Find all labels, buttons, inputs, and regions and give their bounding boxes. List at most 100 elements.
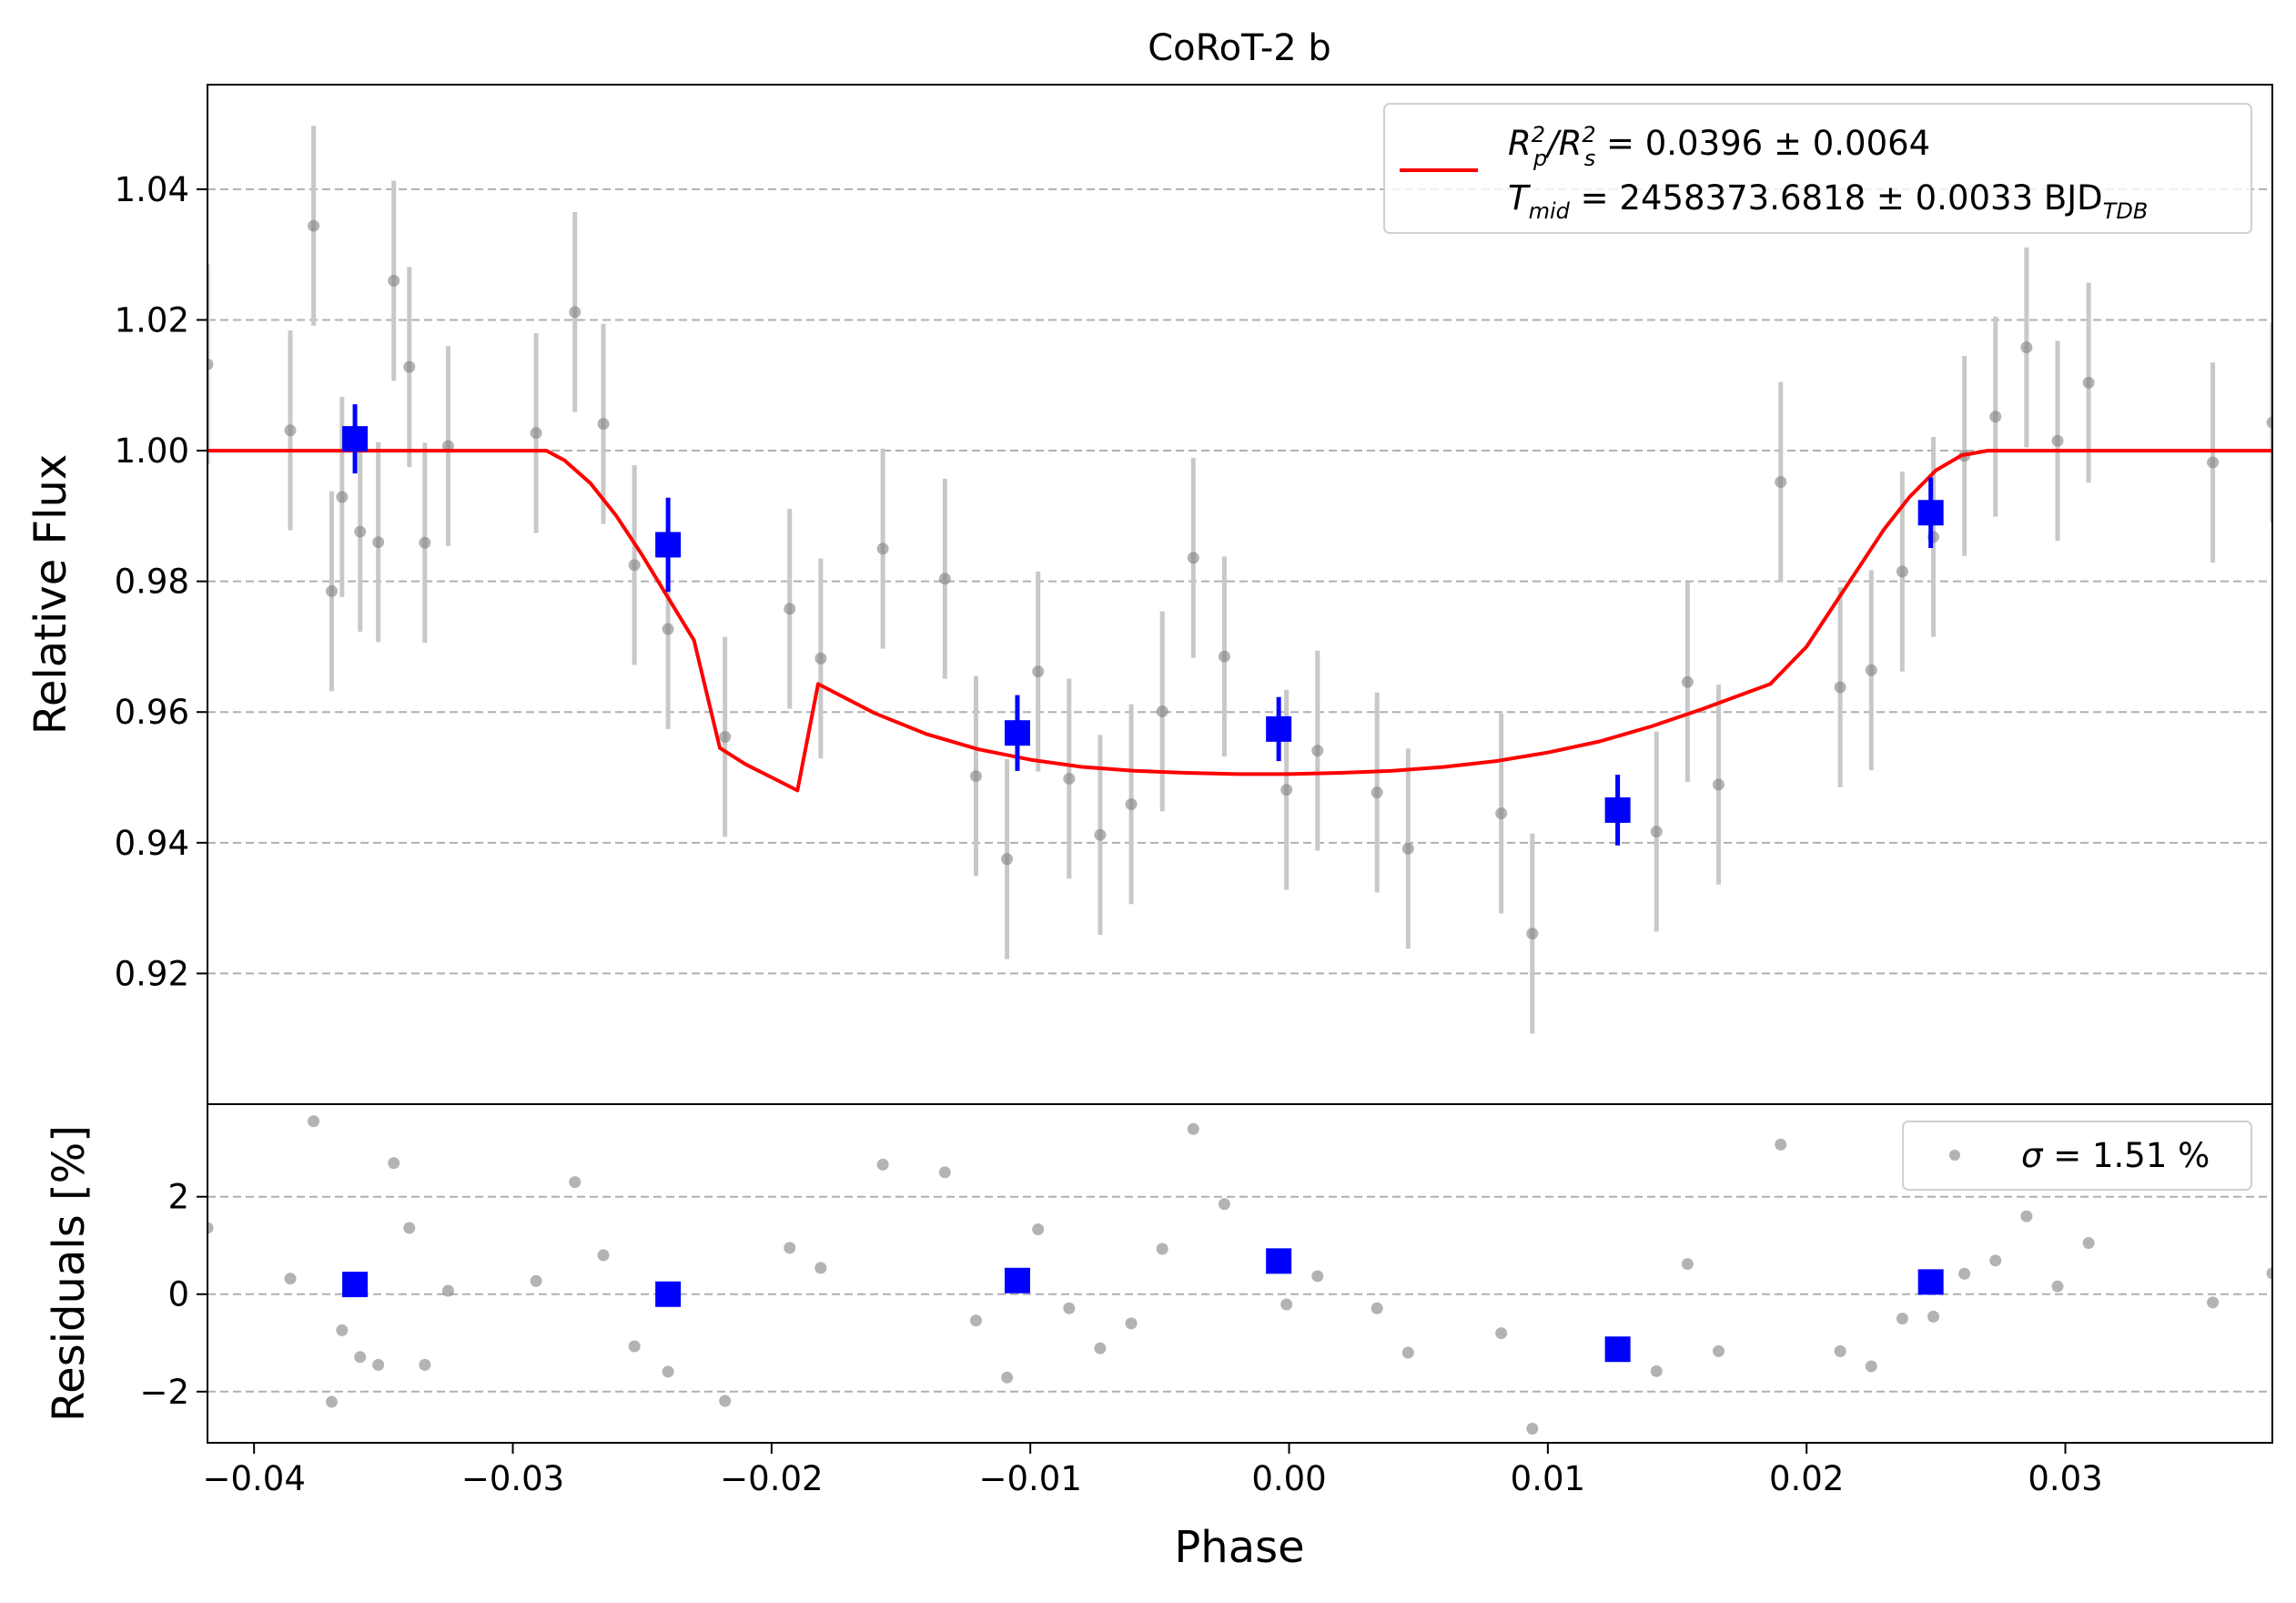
residual-point xyxy=(336,1324,348,1336)
flux-data-point xyxy=(1219,651,1230,663)
residuals-panel: −202 −0.04 −0.03 −0.02 −0.01 0.00 0.01 0.02 0.0… xyxy=(44,1104,2279,1573)
residuals-y-tick-label: 2 xyxy=(167,1178,189,1217)
residual-point xyxy=(1958,1268,1970,1280)
residuals-legend: σ = 1.51 % xyxy=(1903,1121,2251,1190)
residuals-y-tick-label: 0 xyxy=(167,1275,189,1314)
residual-point xyxy=(1126,1317,1138,1329)
residual-point xyxy=(284,1273,296,1284)
flux-data-point xyxy=(1775,476,1786,488)
flux-data-point xyxy=(1063,773,1075,785)
residual-point xyxy=(1219,1198,1230,1210)
legend-sigma: σ = 1.51 % xyxy=(2021,1136,2210,1175)
residual-point xyxy=(2207,1296,2219,1308)
residual-point xyxy=(354,1351,366,1363)
residual-binned-point xyxy=(342,1272,368,1297)
flux-data-point xyxy=(284,424,296,436)
residual-point xyxy=(1775,1139,1786,1151)
residual-point xyxy=(1094,1343,1106,1354)
flux-gridlines xyxy=(207,189,2272,974)
residual-point xyxy=(1280,1298,1292,1310)
phase-x-tick-label: −0.03 xyxy=(461,1459,564,1498)
residual-point xyxy=(877,1159,889,1171)
flux-binned-point xyxy=(1605,797,1631,823)
residual-point xyxy=(1896,1313,1908,1324)
flux-y-tick-label: 0.94 xyxy=(115,824,189,863)
residual-point xyxy=(419,1359,430,1371)
residual-point xyxy=(939,1166,951,1178)
flux-binned-point xyxy=(1266,716,1291,742)
residual-point xyxy=(663,1365,674,1377)
residual-point xyxy=(308,1115,319,1127)
residual-point xyxy=(442,1285,454,1297)
flux-data-point xyxy=(719,731,731,743)
flux-y-tick-label: 0.92 xyxy=(115,954,189,993)
residual-point xyxy=(2083,1237,2095,1249)
flux-data-point xyxy=(1402,843,1414,855)
residual-point xyxy=(1188,1123,1199,1135)
residual-point xyxy=(719,1395,731,1406)
residual-point xyxy=(1311,1270,1323,1282)
residual-point xyxy=(1001,1372,1013,1384)
flux-data-point xyxy=(939,573,951,584)
residuals-y-axis-label: Residuals [%] xyxy=(44,1125,95,1422)
flux-data-point xyxy=(629,559,641,571)
residual-point xyxy=(1157,1243,1168,1254)
flux-data-point xyxy=(1280,784,1292,796)
phase-x-tick-label: −0.04 xyxy=(202,1459,305,1498)
flux-binned-point xyxy=(1005,720,1030,746)
residual-point xyxy=(1866,1360,1877,1372)
flux-data-point xyxy=(598,418,610,430)
phase-x-tick-label: 0.02 xyxy=(1769,1459,1844,1498)
flux-y-tick-label: 0.98 xyxy=(115,563,189,602)
flux-data-point xyxy=(1188,552,1199,563)
flux-data-point xyxy=(403,361,415,373)
flux-data-point xyxy=(1682,676,1694,688)
residual-point xyxy=(1495,1327,1507,1339)
residual-point xyxy=(531,1275,542,1287)
flux-data-point xyxy=(308,220,319,232)
flux-data-point xyxy=(1835,681,1846,693)
residual-point xyxy=(629,1341,641,1353)
flux-data-point xyxy=(877,543,889,554)
flux-data-point xyxy=(2052,435,2064,447)
flux-y-tick-label: 1.02 xyxy=(115,300,189,340)
residual-point xyxy=(2020,1211,2032,1223)
residual-binned-point xyxy=(1605,1336,1631,1362)
legend-residual-marker xyxy=(1949,1150,1960,1161)
residuals-y-ticks: −202 xyxy=(139,1178,207,1412)
flux-data-point xyxy=(1651,826,1663,837)
residual-point xyxy=(1063,1303,1075,1314)
flux-data-point xyxy=(814,653,826,665)
flux-data-point xyxy=(1989,411,2001,422)
residual-point xyxy=(1526,1423,1538,1435)
flux-data-point xyxy=(1157,705,1168,717)
residual-point xyxy=(569,1176,581,1188)
flux-data-point xyxy=(388,275,400,287)
flux-data-point xyxy=(569,306,581,318)
flux-data-point xyxy=(1713,778,1725,790)
flux-data-point xyxy=(326,585,338,597)
flux-data-point xyxy=(1032,665,1044,677)
residual-point xyxy=(326,1396,338,1408)
flux-data-point xyxy=(1371,786,1383,798)
flux-data-point xyxy=(784,603,795,614)
flux-data-point xyxy=(1001,853,1013,865)
flux-data-points xyxy=(202,126,2279,1033)
flux-binned-point xyxy=(655,532,681,557)
flux-data-point xyxy=(2020,341,2032,353)
residual-point xyxy=(1713,1345,1725,1357)
residual-binned-point xyxy=(1266,1248,1291,1273)
residual-binned-point xyxy=(1005,1268,1030,1294)
phase-x-tick-label: 0.03 xyxy=(2028,1459,2102,1498)
flux-data-point xyxy=(419,537,430,549)
residual-point xyxy=(1835,1345,1846,1357)
flux-data-point xyxy=(2083,377,2095,389)
flux-y-axis-label: Relative Flux xyxy=(25,454,76,736)
residual-point xyxy=(388,1157,400,1169)
phase-x-tick-label: −0.02 xyxy=(720,1459,823,1498)
residuals-gridlines xyxy=(207,1197,2272,1392)
chart-title: CoRoT-2 b xyxy=(1148,27,1331,69)
flux-binned-points xyxy=(342,404,1944,846)
residual-point xyxy=(2052,1281,2064,1293)
residual-point xyxy=(1032,1223,1044,1235)
